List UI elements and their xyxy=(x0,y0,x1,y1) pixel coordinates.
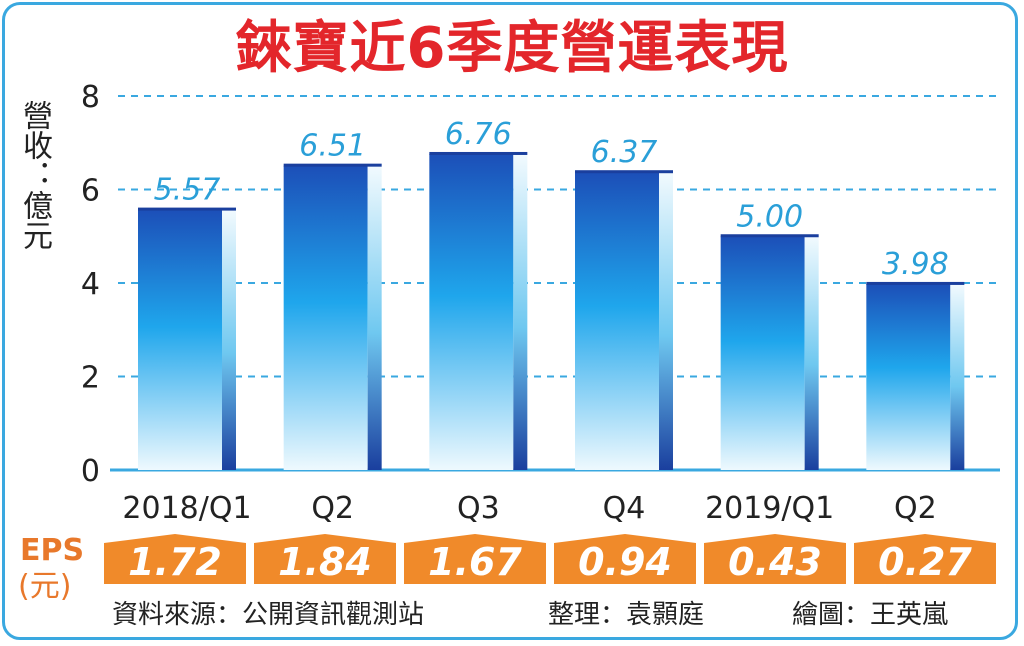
eps-value: 1.67 xyxy=(404,534,546,584)
eps-value: 0.94 xyxy=(554,534,696,584)
category-label: 2018/Q1 xyxy=(122,491,251,526)
y-tick-label: 0 xyxy=(81,454,100,489)
value-label: 5.00 xyxy=(736,199,803,234)
bar-top-edge xyxy=(575,170,673,174)
grid-layer xyxy=(110,95,1000,472)
category-labels: 2018/Q1 Q2 Q3 Q4 2019/Q1 Q2 xyxy=(122,491,936,526)
bar-side xyxy=(222,209,236,471)
value-label: 3.98 xyxy=(882,247,949,282)
bar xyxy=(720,236,805,470)
bar-side xyxy=(950,283,965,470)
y-axis-label: 營收：億元 xyxy=(17,100,52,250)
category-label: Q3 xyxy=(457,491,500,526)
bar xyxy=(866,283,951,470)
y-tick-label: 8 xyxy=(81,80,100,115)
bar-top-edge xyxy=(720,234,819,238)
bar xyxy=(575,172,659,470)
y-tick-label: 6 xyxy=(81,174,100,209)
eps-value: 1.84 xyxy=(254,534,396,584)
eps-unit: (元) xyxy=(18,569,72,604)
bar-side xyxy=(804,236,819,470)
bar-top-edge xyxy=(138,207,236,211)
bar-top-edge xyxy=(429,151,528,155)
y-tick-label: 2 xyxy=(81,361,100,396)
bar-side xyxy=(659,172,673,470)
bar-top-edge xyxy=(866,281,965,285)
footer-artist: 繪圖：王英嵐 xyxy=(792,600,949,630)
bar-top-edge xyxy=(283,163,382,167)
category-label: Q2 xyxy=(894,491,937,526)
eps-label: EPS xyxy=(20,533,85,568)
category-label: Q2 xyxy=(311,491,354,526)
bars xyxy=(138,151,965,471)
value-label: 6.51 xyxy=(299,129,366,164)
y-tick-label: 4 xyxy=(81,267,100,302)
bar xyxy=(283,165,368,470)
eps-value: 0.43 xyxy=(704,534,846,584)
bar-side xyxy=(367,165,382,470)
bar xyxy=(429,153,514,470)
value-label: 6.76 xyxy=(445,117,512,152)
value-label: 6.37 xyxy=(591,135,658,170)
category-label: Q4 xyxy=(603,491,646,526)
value-labels: 5.57 6.51 6.76 6.37 5.00 3.98 xyxy=(154,117,949,282)
value-label: 5.57 xyxy=(154,173,221,208)
eps-value: 1.72 xyxy=(104,534,246,584)
y-tick-labels: 0 2 4 6 8 xyxy=(81,80,100,489)
chart-title: 錸寶近6季度營運表現 xyxy=(235,16,789,81)
footer-source: 資料來源：公開資訊觀測站 xyxy=(112,600,425,630)
bar-side xyxy=(513,153,528,470)
bar xyxy=(138,209,222,471)
eps-value: 0.27 xyxy=(854,534,996,584)
footer-editor: 整理：袁顥庭 xyxy=(548,600,705,630)
category-label: 2019/Q1 xyxy=(705,491,834,526)
